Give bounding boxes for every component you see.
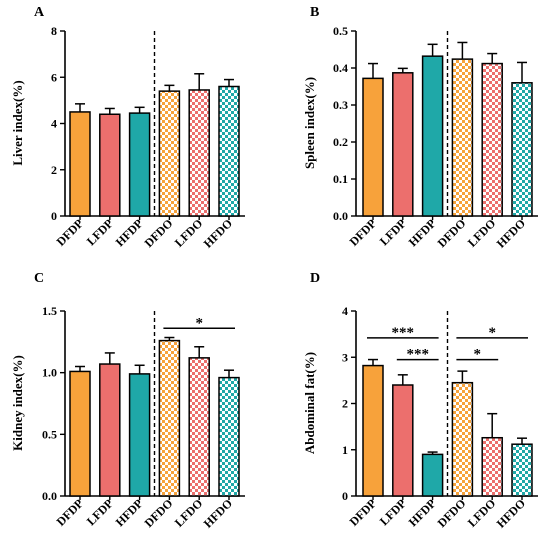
panel-letter: B	[310, 5, 319, 20]
x-tick-label: HFDP	[406, 496, 439, 529]
panel-D: D Abdominal fat(%) 0 1 2 3 4 DFDPLFDPHFDPDFDOLF…	[302, 271, 538, 531]
bar-hfdp	[421, 453, 444, 497]
x-tick-label: DFDO	[142, 216, 176, 250]
y-tick-label: 1.0	[42, 366, 57, 380]
x-tick-label: LFDP	[84, 496, 116, 528]
bar-lfdp	[392, 384, 414, 497]
y-tick-label: 0.5	[42, 427, 57, 441]
y-axis-label: Liver index(%)	[10, 80, 25, 165]
y-tick-label: 3	[342, 350, 348, 364]
y-tick-label: 0.1	[333, 172, 348, 186]
bar-dfdo	[451, 381, 474, 497]
x-tick-label: HFDO	[201, 216, 235, 250]
bar-lfdp	[99, 113, 121, 217]
x-tick-label: DFDP	[54, 496, 87, 529]
x-tick-label: HFDO	[494, 496, 528, 530]
significance-label: ***	[406, 347, 429, 363]
bar-lfdp	[99, 363, 121, 497]
y-tick-label: 0	[342, 489, 348, 503]
bar-lfdo	[481, 436, 503, 497]
y-tick-label: 8	[51, 24, 57, 38]
bar-dfdp	[362, 77, 384, 217]
y-tick-label: 0.0	[333, 209, 348, 223]
significance-label: ***	[392, 325, 415, 341]
bar-lfdo	[188, 89, 210, 217]
y-tick-label: 1.5	[42, 304, 57, 318]
y-tick-label: 6	[51, 70, 57, 84]
x-tick-label: LFDP	[377, 216, 409, 248]
bar-lfdp	[392, 72, 414, 217]
x-tick-label: HFDP	[406, 216, 439, 249]
bar-dfdp	[362, 364, 384, 497]
bar-dfdo	[158, 339, 181, 497]
panel-letter: C	[34, 271, 44, 286]
x-tick-label: DFDO	[435, 496, 469, 530]
y-tick-label: 0.0	[42, 489, 57, 503]
y-tick-label: 4	[342, 304, 348, 318]
bar-hfdo	[511, 443, 533, 497]
x-tick-label: LFDO	[172, 496, 205, 529]
bar-lfdo	[481, 62, 503, 217]
bar-dfdp	[69, 111, 91, 217]
y-tick-label: 2	[51, 163, 57, 177]
bar-lfdo	[188, 357, 210, 497]
x-tick-label: DFDP	[347, 216, 380, 249]
x-tick-label: HFDO	[201, 496, 235, 530]
x-tick-label: LFDO	[172, 216, 205, 249]
y-tick-label: 0.5	[333, 24, 348, 38]
x-tick-label: LFDP	[377, 496, 409, 528]
bar-hfdo	[511, 82, 533, 217]
x-tick-label: DFDP	[54, 216, 87, 249]
x-tick-label: LFDO	[465, 216, 498, 249]
y-tick-label: 1	[342, 443, 348, 457]
y-tick-label: 0.2	[333, 135, 348, 149]
bar-hfdo	[218, 85, 240, 217]
bar-dfdo	[451, 58, 474, 217]
bar-hfdp	[128, 112, 151, 217]
y-tick-label: 2	[342, 397, 348, 411]
panel-C: C Kidney index(%) 0.0 0.5 1.0 1.5 DFDPLFDPHFDP…	[10, 271, 245, 531]
x-tick-label: LFDP	[84, 216, 116, 248]
y-axis-label: Spleen index(%)	[302, 77, 317, 169]
bar-dfdp	[69, 370, 91, 497]
x-tick-label: DFDO	[142, 496, 176, 530]
x-tick-label: DFDP	[347, 496, 380, 529]
panel-letter: D	[310, 271, 320, 286]
y-tick-label: 0	[51, 209, 57, 223]
panel-A: A Liver index(%) 0 2 4 6 8 DFDPLFDPHFDPDFDOLFDO…	[10, 5, 245, 251]
y-axis-label: Abdominal fat(%)	[302, 352, 317, 454]
x-tick-label: DFDO	[435, 216, 469, 250]
x-tick-label: LFDO	[465, 496, 498, 529]
x-tick-label: HFDP	[113, 216, 146, 249]
y-tick-label: 0.3	[333, 98, 348, 112]
x-tick-label: HFDP	[113, 496, 146, 529]
y-tick-label: 4	[51, 117, 57, 131]
x-tick-label: HFDO	[494, 216, 528, 250]
significance-label: *	[474, 347, 482, 363]
panel-letter: A	[34, 5, 45, 20]
significance-label: *	[195, 315, 203, 331]
y-tick-label: 0.4	[333, 61, 348, 75]
bar-dfdo	[158, 90, 181, 217]
y-axis-label: Kidney index(%)	[10, 355, 25, 451]
bar-hfdp	[421, 55, 444, 217]
significance-label: *	[488, 325, 496, 341]
bar-hfdo	[218, 376, 240, 497]
bar-hfdp	[128, 373, 151, 497]
